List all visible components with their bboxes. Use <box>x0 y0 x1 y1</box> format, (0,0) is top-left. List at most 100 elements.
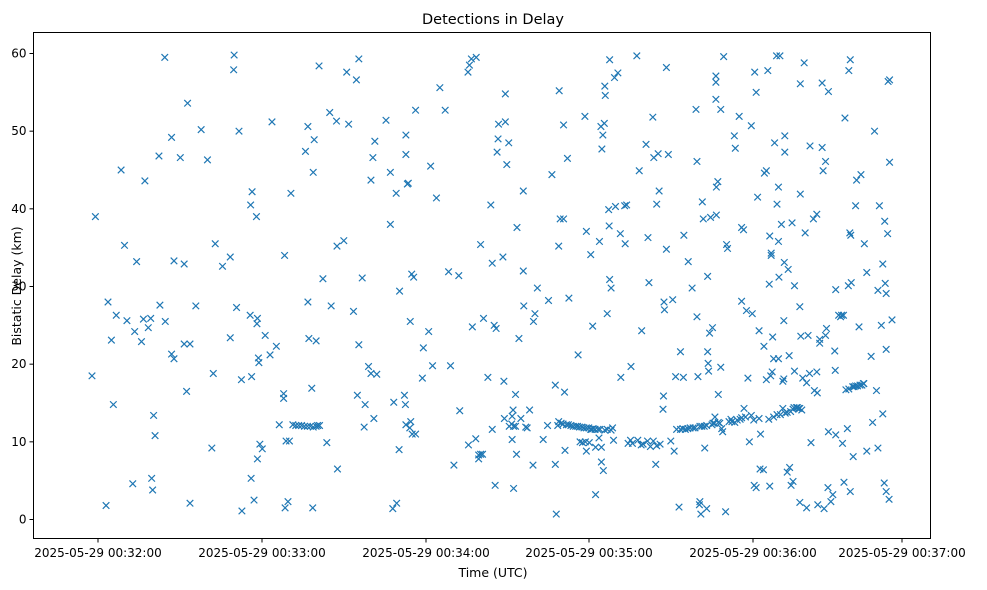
data-point <box>611 202 620 211</box>
data-point <box>287 189 295 198</box>
data-point <box>352 76 361 84</box>
data-point <box>863 268 871 277</box>
data-point <box>731 144 740 152</box>
data-point <box>232 303 241 312</box>
data-point <box>531 309 539 318</box>
data-point <box>714 177 722 186</box>
data-point <box>775 273 783 281</box>
data-point <box>755 414 763 423</box>
data-point <box>868 418 877 427</box>
data-point <box>660 306 669 314</box>
data-point <box>141 177 149 185</box>
data-point <box>735 112 743 121</box>
data-point <box>717 363 725 371</box>
data-point <box>774 355 783 363</box>
data-point <box>737 297 746 305</box>
data-point <box>766 232 774 240</box>
data-point <box>599 466 608 475</box>
data-point <box>315 62 323 70</box>
data-point <box>144 323 153 332</box>
data-point <box>699 215 708 223</box>
data-point <box>559 215 568 223</box>
data-point <box>395 445 403 454</box>
data-point <box>301 147 310 156</box>
data-point <box>419 344 428 352</box>
data-point <box>774 237 783 246</box>
y-tick-label: 60 <box>11 47 26 61</box>
y-axis-label: Bistatic Delay (km) <box>9 226 24 345</box>
data-point <box>355 341 363 349</box>
data-point <box>248 188 256 196</box>
data-point <box>766 482 774 490</box>
x-tick-label: 2025-05-29 00:36:00 <box>689 546 816 560</box>
data-point <box>802 504 811 512</box>
data-point <box>652 460 660 469</box>
data-point <box>824 87 833 96</box>
data-point <box>784 265 792 274</box>
data-point <box>325 108 334 117</box>
data-point <box>183 99 192 107</box>
data-point <box>319 275 327 283</box>
data-point <box>843 424 852 433</box>
data-point <box>310 135 318 144</box>
data-point <box>209 369 218 378</box>
data-point <box>689 424 697 432</box>
data-point <box>767 251 775 260</box>
data-point <box>305 334 313 343</box>
data-point <box>621 240 629 248</box>
data-point <box>137 337 146 346</box>
data-point <box>704 367 713 375</box>
data-point <box>719 52 728 61</box>
data-point <box>192 302 200 310</box>
data-point <box>824 428 833 436</box>
data-point <box>411 430 420 438</box>
data-point <box>554 242 563 250</box>
data-point <box>805 369 814 378</box>
data-point <box>551 381 560 389</box>
data-point <box>885 495 893 504</box>
data-point <box>156 301 164 309</box>
data-point <box>544 296 553 305</box>
data-point <box>711 413 719 421</box>
data-point <box>882 345 890 354</box>
data-point <box>170 257 178 265</box>
data-point <box>671 372 680 381</box>
data-point <box>581 112 589 121</box>
data-point <box>167 350 176 358</box>
data-point <box>643 437 652 445</box>
data-point <box>879 260 887 268</box>
data-point <box>519 187 528 195</box>
data-point <box>444 268 453 276</box>
data-point <box>468 323 477 331</box>
data-point <box>123 316 131 325</box>
data-point <box>883 229 892 238</box>
data-point <box>705 329 714 337</box>
data-point <box>130 327 139 336</box>
data-point <box>512 450 521 458</box>
data-point <box>800 59 808 67</box>
data-point <box>644 233 652 242</box>
data-point <box>282 437 290 445</box>
data-point <box>598 145 606 153</box>
data-point <box>888 316 896 324</box>
data-point <box>717 105 725 114</box>
data-point <box>250 496 258 504</box>
data-point <box>591 443 600 451</box>
data-point <box>132 257 141 266</box>
data-point <box>246 311 254 319</box>
data-point <box>252 212 261 221</box>
data-point <box>780 258 789 267</box>
data-point <box>831 366 839 375</box>
data-point <box>446 361 455 370</box>
data-point <box>441 106 449 114</box>
data-point <box>256 440 264 448</box>
data-point <box>104 298 112 306</box>
data-point <box>802 379 811 387</box>
data-point <box>780 375 788 383</box>
data-point <box>627 362 635 371</box>
data-point <box>476 450 485 458</box>
data-point <box>369 153 377 162</box>
data-point <box>698 198 707 206</box>
data-point <box>670 447 678 455</box>
